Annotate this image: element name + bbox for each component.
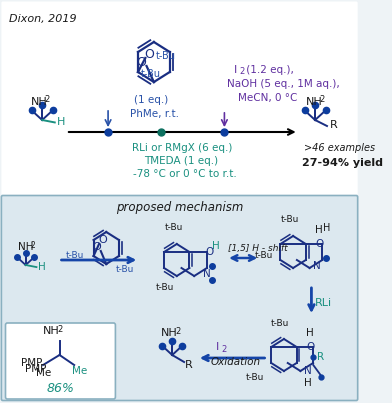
Text: I: I <box>216 342 220 352</box>
FancyBboxPatch shape <box>2 2 358 197</box>
Text: O: O <box>306 342 314 352</box>
Text: O: O <box>93 242 102 252</box>
Text: H: H <box>315 225 323 235</box>
Text: RLi: RLi <box>315 298 332 308</box>
Text: RLi or RMgX (6 eq.): RLi or RMgX (6 eq.) <box>132 143 232 153</box>
Text: Me: Me <box>73 366 87 376</box>
Text: 27-94% yield: 27-94% yield <box>302 158 383 168</box>
Text: PMP: PMP <box>21 358 42 368</box>
Text: t-Bu: t-Bu <box>280 216 299 224</box>
Text: O: O <box>144 48 154 60</box>
Text: [1,5] H - shift: [1,5] H - shift <box>228 243 288 253</box>
Text: H: H <box>306 328 314 338</box>
Text: t-Bu: t-Bu <box>271 318 290 328</box>
Text: R: R <box>317 352 324 362</box>
Text: 2: 2 <box>58 324 63 334</box>
Text: H: H <box>56 117 65 127</box>
Text: t-Bu: t-Bu <box>245 372 264 382</box>
Text: NH: NH <box>161 328 178 338</box>
Text: 2: 2 <box>175 326 180 336</box>
Text: Dixon, 2019: Dixon, 2019 <box>9 14 77 24</box>
Text: H: H <box>212 241 220 251</box>
Text: t-Bu: t-Bu <box>156 51 176 61</box>
Text: NH: NH <box>43 326 60 336</box>
Text: NaOH (5 eq., 1M aq.),: NaOH (5 eq., 1M aq.), <box>227 79 340 89</box>
Text: H: H <box>304 378 312 388</box>
Text: N: N <box>304 366 312 376</box>
Text: 2: 2 <box>45 96 50 104</box>
Text: O: O <box>136 56 146 69</box>
Text: N: N <box>203 269 211 279</box>
Text: t-Bu: t-Bu <box>156 283 174 293</box>
Text: 2: 2 <box>30 241 35 249</box>
Text: NH: NH <box>18 242 34 252</box>
Text: H: H <box>38 262 46 272</box>
Text: O: O <box>98 235 107 245</box>
FancyBboxPatch shape <box>5 323 115 399</box>
Text: 2: 2 <box>239 67 244 77</box>
Text: NH: NH <box>306 97 323 107</box>
Text: PMP: PMP <box>25 364 46 374</box>
Text: (1 eq.): (1 eq.) <box>134 95 168 105</box>
Text: NH: NH <box>31 97 48 107</box>
Text: H: H <box>323 223 331 233</box>
Text: t-Bu: t-Bu <box>66 251 84 260</box>
Text: t-Bu: t-Bu <box>140 69 160 79</box>
Text: R: R <box>185 360 193 370</box>
Text: 2: 2 <box>319 96 325 104</box>
Text: MeCN, 0 °C: MeCN, 0 °C <box>238 93 298 103</box>
Text: Me: Me <box>36 368 51 378</box>
Text: 2: 2 <box>221 345 227 353</box>
Text: t-Bu: t-Bu <box>255 251 273 260</box>
Text: R: R <box>330 120 338 130</box>
Text: O: O <box>315 239 323 249</box>
Text: Oxidation: Oxidation <box>211 357 261 367</box>
Text: -78 °C or 0 °C to r.t.: -78 °C or 0 °C to r.t. <box>133 169 236 179</box>
Text: t-Bu: t-Bu <box>165 224 183 233</box>
Text: 86%: 86% <box>47 382 74 395</box>
Text: PhMe, r.t.: PhMe, r.t. <box>130 109 179 119</box>
Text: O: O <box>205 247 213 257</box>
Text: I: I <box>234 65 237 75</box>
Text: TMEDA (1 eq.): TMEDA (1 eq.) <box>144 156 218 166</box>
Text: N: N <box>313 261 321 271</box>
Text: (1.2 eq.),: (1.2 eq.), <box>243 65 294 75</box>
Text: proposed mechanism: proposed mechanism <box>116 202 243 214</box>
Text: >46 examples: >46 examples <box>304 143 375 153</box>
FancyBboxPatch shape <box>2 195 358 401</box>
Text: t-Bu: t-Bu <box>115 266 134 274</box>
